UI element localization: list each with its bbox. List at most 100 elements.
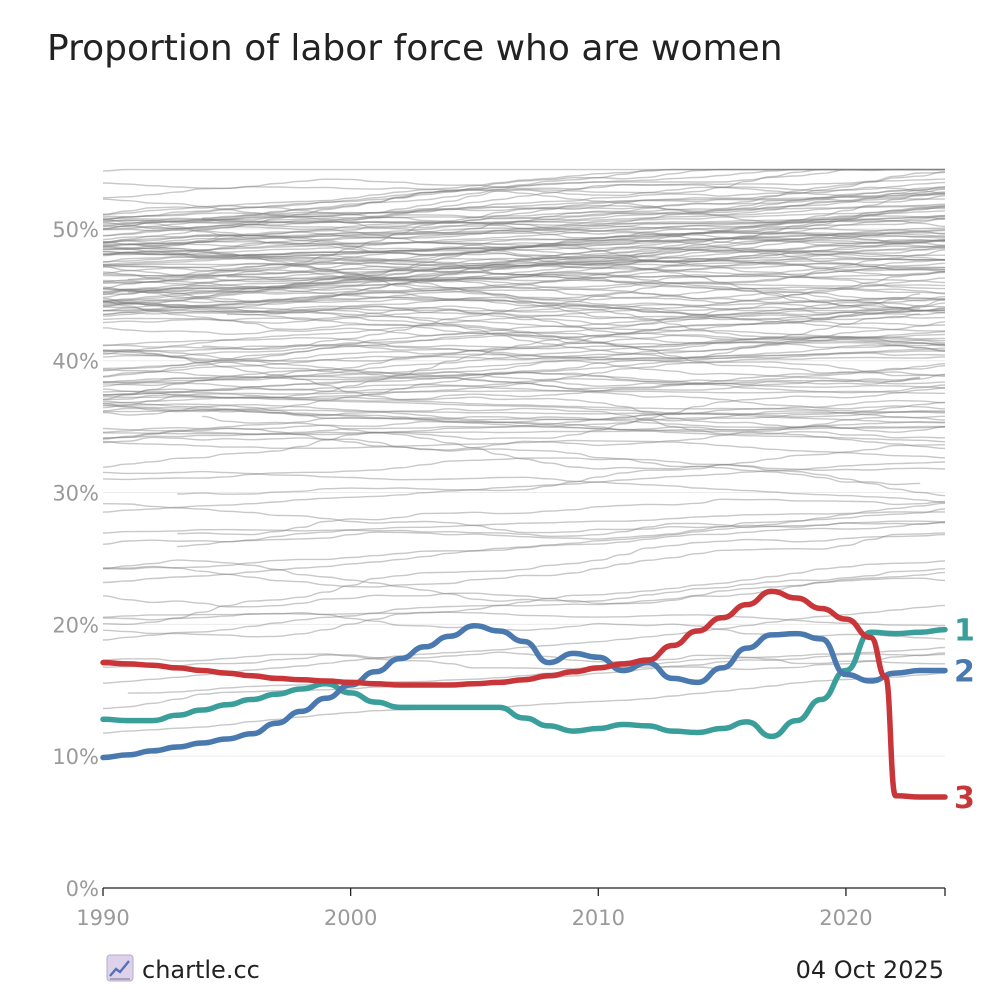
background-series-line — [102, 368, 946, 389]
y-tick-label: 0% — [66, 877, 99, 901]
background-series-line — [102, 274, 946, 287]
background-series-line — [102, 188, 946, 229]
background-series-line — [102, 186, 946, 230]
background-series-line — [102, 426, 946, 436]
background-series-line — [102, 309, 946, 360]
background-series-line — [177, 508, 946, 548]
background-series-line — [102, 344, 946, 362]
background-series-line — [102, 336, 946, 377]
background-series-line — [102, 266, 921, 309]
background-series-line — [102, 187, 946, 218]
background-series-line — [102, 239, 946, 270]
background-series-line — [102, 243, 946, 272]
footer-date: 04 Oct 2025 — [795, 956, 944, 984]
background-series-line — [102, 215, 946, 256]
background-series-line — [202, 168, 945, 221]
background-series-line — [102, 195, 946, 247]
background-series-line — [102, 168, 945, 216]
series-end-label-1: 1 — [954, 614, 975, 649]
background-series-line — [102, 258, 946, 298]
background-series-line — [102, 198, 946, 249]
background-series-line — [102, 205, 945, 230]
line-chart-icon — [106, 954, 134, 986]
background-series-line — [102, 403, 946, 429]
background-series-line — [102, 652, 946, 671]
background-series-line — [102, 302, 946, 400]
background-series-line — [102, 203, 946, 243]
background-series-line — [102, 245, 946, 283]
series-line-1 — [100, 626, 948, 740]
y-axis: 0% 10% 20% 30% 40% 50% — [52, 218, 99, 901]
background-series-line — [102, 511, 946, 534]
background-series-line — [102, 235, 946, 259]
background-series-line — [102, 171, 946, 285]
background-series-line — [102, 356, 946, 404]
background-series-line — [102, 439, 946, 459]
background-series-line — [102, 385, 946, 410]
background-series-line — [102, 182, 946, 228]
background-series-line — [102, 470, 946, 504]
background-series-line — [102, 227, 946, 267]
background-series-line — [102, 204, 946, 251]
background-series-line — [102, 251, 946, 284]
x-tick-label: 2020 — [819, 906, 872, 930]
background-series-line — [102, 400, 946, 450]
series-end-label-3: 3 — [954, 781, 975, 816]
background-series-line — [102, 502, 946, 584]
background-series-line — [102, 266, 946, 312]
background-series-line — [102, 168, 945, 220]
background-series-line — [102, 415, 946, 451]
background-series-line — [102, 349, 946, 429]
background-series-line — [102, 279, 946, 332]
background-series-line — [102, 261, 946, 302]
background-series-line — [102, 270, 946, 293]
footer-brand[interactable]: chartle.cc — [106, 954, 260, 986]
background-series-line — [102, 221, 946, 290]
background-series-line — [102, 257, 946, 267]
background-series-line — [102, 334, 946, 378]
background-series-line — [102, 206, 946, 283]
x-axis: 1990 2000 2010 2020 — [76, 887, 946, 930]
background-series-line — [102, 217, 946, 239]
background-series-line — [102, 368, 921, 390]
background-series-line — [102, 168, 945, 172]
background-series-line — [102, 301, 946, 342]
background-series-line — [127, 206, 946, 293]
background-series-line — [102, 331, 946, 387]
background-series-line — [102, 371, 946, 396]
background-series-line — [102, 410, 946, 440]
background-series-line — [102, 436, 946, 497]
background-series-line — [102, 387, 946, 468]
background-series-line — [102, 457, 946, 481]
background-series-line — [202, 343, 946, 377]
background-series-line — [102, 533, 946, 626]
background-series-line — [102, 266, 946, 294]
background-series-line — [102, 461, 946, 513]
background-series-line — [102, 298, 946, 401]
background-series-line — [102, 604, 946, 684]
background-series-line — [102, 301, 946, 344]
x-tick-label: 1990 — [76, 906, 129, 930]
x-tick-label: 2010 — [572, 906, 625, 930]
background-series-line — [102, 321, 946, 413]
background-series-line — [102, 532, 946, 588]
background-series-line — [102, 376, 946, 391]
background-series-line — [127, 191, 946, 281]
background-series-line — [102, 247, 946, 304]
background-series-line — [102, 245, 946, 295]
background-series-line — [177, 444, 946, 495]
background-series-line — [102, 388, 946, 424]
background-series-line — [103, 408, 946, 416]
background-series-line — [102, 365, 946, 409]
background-series-line — [102, 401, 946, 439]
background-series-line — [102, 341, 946, 353]
series-end-labels: 1 2 3 — [954, 614, 975, 816]
background-series-line — [102, 296, 946, 372]
background-series-line — [177, 498, 946, 536]
y-tick-label: 20% — [52, 613, 99, 637]
background-series-line — [102, 293, 921, 324]
background-series-line — [102, 303, 946, 321]
background-series-line — [127, 240, 945, 272]
background-series-line — [102, 229, 946, 266]
